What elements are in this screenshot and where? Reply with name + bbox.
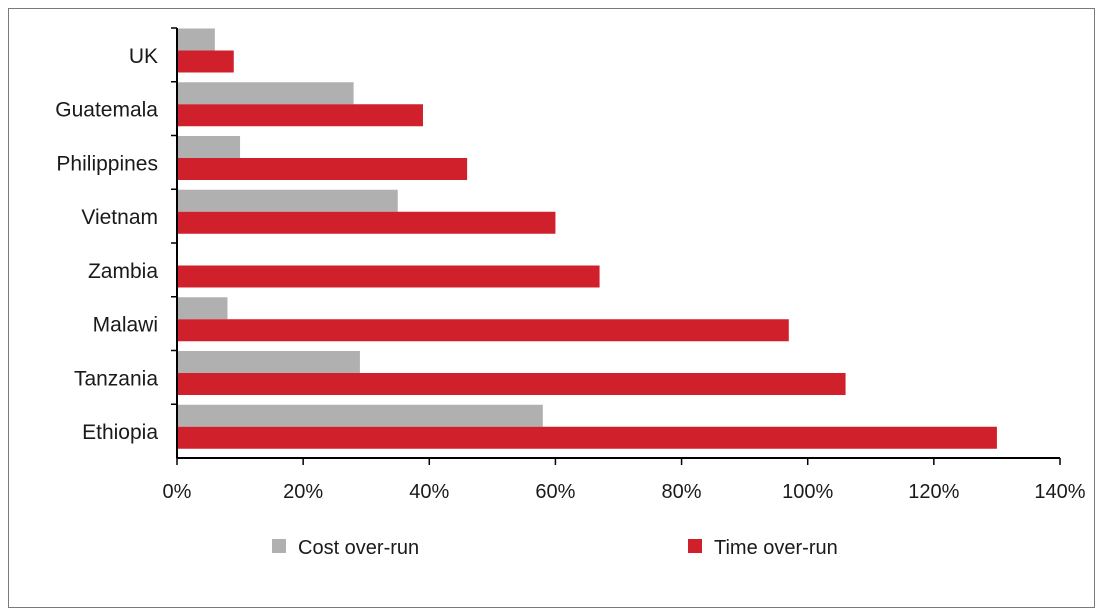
bars-layer [177, 28, 997, 449]
category-label: Ethiopia [82, 421, 158, 444]
x-tick-label: 0% [163, 481, 192, 503]
bar-uk-time [177, 50, 234, 73]
bar-malawi-cost [177, 297, 228, 320]
bar-tanzania-cost [177, 351, 360, 373]
bar-malawi-time [177, 319, 789, 342]
category-label: Guatemala [55, 99, 158, 122]
bar-philippines-time [177, 158, 468, 180]
legend: Cost over-run Time over-run [272, 537, 838, 559]
horizontal-bar-chart: UK Guatemala Philippines Vietnam Zambia Malaw… [55, 27, 1086, 559]
legend-swatch [272, 539, 286, 553]
legend-swatch [688, 539, 702, 553]
legend-label: Cost over-run [298, 537, 419, 559]
x-tick-label: 40% [409, 481, 449, 503]
category-label: Zambia [88, 260, 158, 283]
x-tick-label: 140% [1034, 481, 1085, 503]
bar-uk-cost [177, 28, 215, 51]
category-label: Malawi [93, 314, 158, 337]
x-tick-label: 100% [782, 481, 833, 503]
bar-zambia-time [177, 265, 600, 288]
axes-layer [171, 27, 1061, 465]
bar-guatemala-time [177, 104, 423, 127]
bar-ethiopia-cost [177, 404, 543, 427]
category-label: Vietnam [81, 206, 158, 229]
category-label: UK [129, 45, 158, 68]
category-label: Philippines [56, 152, 158, 175]
labels-layer: UK Guatemala Philippines Vietnam Zambia Malaw… [55, 45, 1086, 503]
bar-vietnam-time [177, 211, 556, 234]
x-tick-label: 120% [908, 481, 959, 503]
x-tick-label: 20% [283, 481, 323, 503]
bar-philippines-cost [177, 136, 241, 158]
bar-guatemala-cost [177, 82, 354, 105]
x-tick-label: 80% [662, 481, 702, 503]
legend-label: Time over-run [714, 537, 838, 559]
x-tick-label: 60% [535, 481, 575, 503]
category-label: Tanzania [74, 367, 158, 390]
bar-tanzania-time [177, 373, 846, 395]
bar-vietnam-cost [177, 189, 398, 212]
bar-ethiopia-time [177, 426, 997, 449]
